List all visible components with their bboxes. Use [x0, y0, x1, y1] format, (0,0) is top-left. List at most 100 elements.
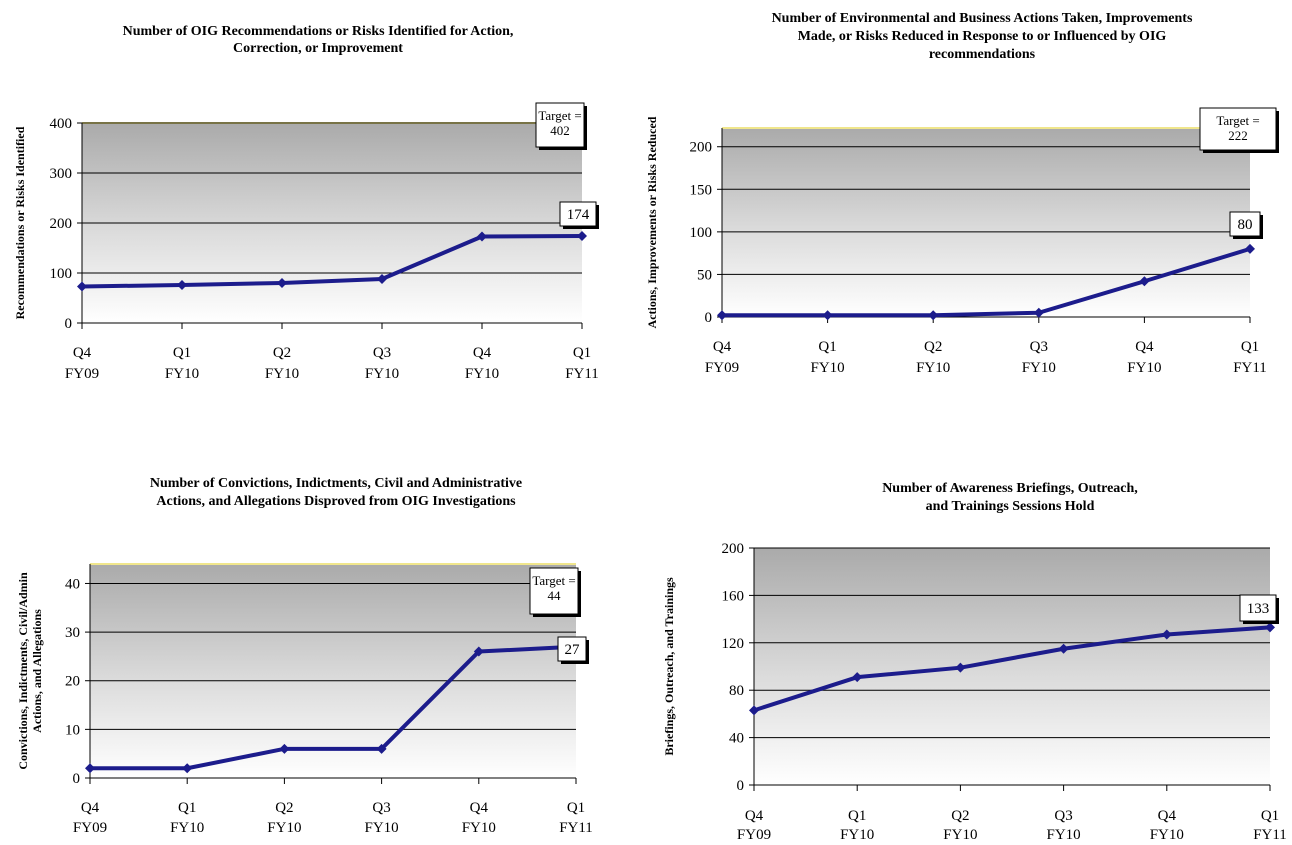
- target-callout-text: Target =: [538, 108, 581, 123]
- x-tick-label: Q2: [273, 345, 291, 361]
- plot-area: [722, 128, 1250, 317]
- data-point: [85, 763, 95, 774]
- target-callout-text: Target =: [532, 573, 575, 588]
- value-label: 27: [565, 642, 581, 658]
- chart-title: Number of Awareness Briefings, Outreach,: [882, 481, 1138, 496]
- y-tick-label: 400: [50, 116, 73, 132]
- y-axis-label: Recommendations or Risks Identified: [13, 126, 27, 319]
- y-tick-label: 200: [50, 216, 73, 232]
- y-tick-label: 20: [65, 674, 80, 690]
- data-point: [1161, 629, 1172, 640]
- chart-title: Number of Convictions, Indictments, Civi…: [150, 476, 522, 491]
- x-tick-label: Q1: [178, 800, 196, 816]
- y-axis-label-group: Recommendations or Risks Identified: [13, 126, 27, 319]
- series-line: [753, 625, 1271, 713]
- target-callout-text: 402: [550, 123, 570, 138]
- y-tick-label: 40: [65, 576, 80, 592]
- target-callout: [535, 102, 585, 148]
- y-axis-label-group: Convictions, Indictments, Civil/Admin Act…: [16, 572, 44, 770]
- target-callout-text: Target =: [1216, 113, 1259, 128]
- x-tick-label: Q1: [848, 808, 866, 824]
- x-tick-label: Q3: [372, 800, 390, 816]
- x-tick-label: FY11: [1233, 360, 1267, 376]
- y-tick-label: 40: [729, 731, 744, 747]
- x-tick-label: Q1: [573, 345, 591, 361]
- x-tick-label: FY10: [365, 820, 399, 836]
- data-point: [1245, 243, 1255, 254]
- x-tick-label: FY10: [916, 360, 950, 376]
- chart-environmental-business-actions: Number of Environmental and Business Act…: [645, 11, 1279, 376]
- x-tick-label: Q2: [924, 339, 942, 355]
- y-tick-label: 80: [729, 683, 744, 699]
- x-tick-label: FY10: [170, 820, 204, 836]
- y-tick-label: 0: [705, 310, 713, 326]
- y-tick-label: 100: [50, 266, 73, 282]
- y-tick-label: 120: [722, 636, 745, 652]
- series-line: [722, 246, 1251, 318]
- x-tick-label: FY09: [737, 827, 771, 843]
- x-tick-label: Q4: [713, 339, 732, 355]
- x-tick-label: Q1: [818, 339, 836, 355]
- y-tick-label: 0: [65, 316, 73, 332]
- x-tick-label: FY11: [1253, 827, 1287, 843]
- value-label-box: [1229, 211, 1261, 237]
- x-tick-label: Q3: [1030, 339, 1048, 355]
- x-tick-label: FY10: [465, 366, 499, 382]
- y-tick-label: 200: [690, 140, 713, 156]
- value-label: 133: [1247, 601, 1270, 617]
- x-tick-label: FY10: [365, 366, 399, 382]
- chart-title: recommendations: [929, 47, 1036, 62]
- x-tick-label: Q4: [745, 808, 764, 824]
- chart-title: Correction, or Improvement: [233, 41, 403, 56]
- plot-area: [90, 564, 576, 778]
- data-point: [279, 743, 290, 754]
- data-point: [1033, 307, 1044, 318]
- value-label-box: [1239, 594, 1277, 622]
- data-point: [376, 743, 387, 754]
- x-tick-label: FY11: [559, 820, 593, 836]
- y-tick-label: 0: [737, 778, 745, 794]
- x-tick-label: FY10: [1150, 827, 1184, 843]
- data-point: [77, 281, 87, 292]
- data-point: [749, 705, 759, 716]
- target-callout: [529, 567, 579, 615]
- x-tick-label: FY10: [462, 820, 496, 836]
- x-tick-label: Q4: [473, 345, 492, 361]
- x-tick-label: Q4: [1158, 808, 1177, 824]
- data-point: [928, 310, 939, 321]
- x-tick-label: Q4: [1135, 339, 1154, 355]
- y-tick-label: 100: [690, 225, 713, 241]
- data-point: [1139, 276, 1150, 287]
- value-label-box: [559, 201, 597, 227]
- y-axis-label-group: Briefings, Outreach, and Trainings: [662, 577, 676, 756]
- x-tick-label: FY10: [267, 820, 301, 836]
- y-tick-label: 150: [690, 182, 713, 198]
- x-tick-label: Q3: [1054, 808, 1072, 824]
- y-tick-label: 10: [65, 722, 80, 738]
- x-tick-label: FY11: [565, 366, 599, 382]
- data-point: [177, 280, 187, 290]
- target-callout: [1199, 107, 1277, 151]
- data-point: [955, 662, 966, 673]
- data-point: [277, 278, 287, 288]
- x-tick-label: FY10: [811, 360, 845, 376]
- x-tick-label: FY10: [1047, 827, 1081, 843]
- series-line: [90, 644, 577, 771]
- y-axis-label: Actions, and Allegations: [30, 609, 44, 733]
- value-label: 174: [567, 207, 590, 223]
- y-tick-label: 300: [50, 166, 73, 182]
- x-tick-label: FY10: [943, 827, 977, 843]
- chart-awareness-briefings: Number of Awareness Briefings, Outreach,…: [662, 481, 1287, 843]
- x-tick-label: Q4: [73, 345, 92, 361]
- x-tick-label: FY09: [65, 366, 99, 382]
- x-tick-label: FY10: [265, 366, 299, 382]
- data-point: [182, 763, 193, 774]
- chart-convictions-indictments: Number of Convictions, Indictments, Civi…: [16, 476, 593, 836]
- x-tick-label: FY10: [1022, 360, 1056, 376]
- chart-title: Number of OIG Recommendations or Risks I…: [123, 24, 514, 39]
- data-point: [1265, 622, 1275, 633]
- x-tick-label: Q1: [1241, 339, 1259, 355]
- y-axis-label-group: Actions, Improvements or Risks Reduced: [645, 116, 659, 328]
- y-tick-label: 160: [722, 588, 745, 604]
